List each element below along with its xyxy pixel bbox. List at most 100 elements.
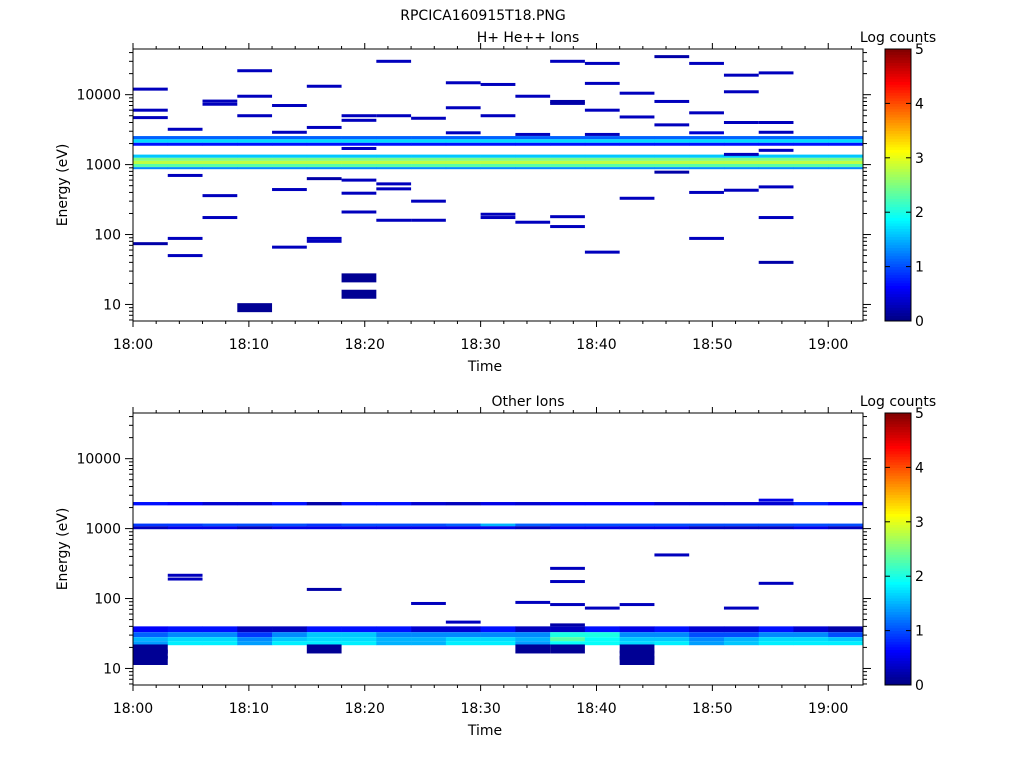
colorbar-segment xyxy=(885,592,911,596)
colorbar-segment xyxy=(885,168,911,172)
band-cell xyxy=(411,160,447,164)
band-cell xyxy=(793,136,829,140)
colorbar-segment xyxy=(885,296,911,300)
band-cell xyxy=(480,641,516,646)
colorbar-segment xyxy=(885,445,911,449)
data-cell xyxy=(306,587,342,591)
data-cell xyxy=(654,99,690,103)
band-cell xyxy=(480,502,516,506)
band-cell xyxy=(654,632,690,638)
colorbar-segment xyxy=(885,646,911,651)
data-cell xyxy=(758,185,794,189)
colorbar-segment xyxy=(885,225,911,229)
colorbar-segment xyxy=(885,570,911,574)
data-cell xyxy=(758,498,794,502)
band-cell xyxy=(376,160,412,164)
band-cell xyxy=(167,626,203,633)
colorbar-segment xyxy=(885,527,911,531)
data-cell xyxy=(376,187,412,191)
panel-title: H+ He++ Ions xyxy=(477,30,580,46)
band-cell xyxy=(306,167,342,170)
colorbar-tick-label: 5 xyxy=(915,406,924,422)
band-cell xyxy=(167,157,203,161)
band-cell xyxy=(411,164,447,168)
band-cell xyxy=(619,641,655,646)
band-cell xyxy=(689,142,725,146)
data-cell xyxy=(133,649,168,659)
band-cell xyxy=(723,167,760,170)
band-cell xyxy=(445,136,481,140)
band-cell xyxy=(828,136,864,140)
band-cell xyxy=(828,142,864,146)
band-cell xyxy=(689,637,725,642)
colorbar-segment xyxy=(885,133,911,137)
colorbar-segment xyxy=(885,502,911,506)
y-tick-label: 10000 xyxy=(76,88,121,104)
band-cell xyxy=(376,523,412,527)
colorbar-segment xyxy=(885,149,911,153)
x-tick-label: 18:40 xyxy=(576,337,616,353)
band-cell xyxy=(689,136,725,140)
colorbar-segment xyxy=(885,89,911,93)
colorbar-segment xyxy=(885,92,911,96)
band-cell xyxy=(550,626,586,633)
band-cell xyxy=(619,167,655,170)
x-tick-label: 18:50 xyxy=(692,337,732,353)
band-cell xyxy=(202,523,238,527)
band-cell xyxy=(550,167,586,170)
data-cell xyxy=(341,114,377,118)
colorbar-segment xyxy=(885,95,911,99)
band-cell xyxy=(133,526,169,530)
band-cell xyxy=(445,154,481,158)
band-cell xyxy=(758,167,794,170)
colorbar-segment xyxy=(885,198,911,202)
data-cell xyxy=(411,116,446,120)
band-cell xyxy=(793,526,829,530)
x-tick-label: 18:10 xyxy=(229,337,269,353)
band-cell xyxy=(306,526,342,530)
colorbar-segment xyxy=(885,228,911,232)
data-cell xyxy=(167,577,203,581)
colorbar-segment xyxy=(885,190,911,194)
band-cell xyxy=(550,157,586,161)
data-cell xyxy=(654,123,690,127)
band-cell xyxy=(411,502,447,506)
band-cell xyxy=(202,641,238,646)
band-cell xyxy=(619,139,655,143)
colorbar-segment xyxy=(885,182,911,186)
data-cell xyxy=(723,188,759,192)
colorbar-segment xyxy=(885,269,911,273)
colorbar-segment xyxy=(885,266,911,270)
band-cell xyxy=(619,626,655,633)
band-cell xyxy=(133,632,169,638)
x-axis-label: Time xyxy=(467,723,502,739)
band-cell xyxy=(202,626,238,633)
band-cell xyxy=(689,157,725,161)
colorbar-segment xyxy=(885,472,911,476)
x-tick-label: 18:40 xyxy=(576,701,616,717)
panel-title: Other Ions xyxy=(491,394,564,410)
data-cell xyxy=(619,644,655,654)
colorbar-segment xyxy=(885,108,911,112)
colorbar-frame xyxy=(884,412,912,686)
colorbar-segment xyxy=(885,513,911,517)
band-cell xyxy=(480,167,516,170)
band-cell xyxy=(237,632,273,638)
x-tick-label: 18:20 xyxy=(345,701,385,717)
band-cell xyxy=(376,164,412,168)
band-cell xyxy=(793,142,829,146)
colorbar-segment xyxy=(885,679,911,683)
band-cell xyxy=(272,160,308,164)
band-cell xyxy=(306,523,342,527)
data-cell xyxy=(550,644,585,654)
colorbar-segment xyxy=(885,421,911,425)
colorbar-segment xyxy=(885,475,911,479)
band-cell xyxy=(480,157,516,161)
band-cell xyxy=(515,136,551,140)
band-cell xyxy=(445,164,481,168)
colorbar-segment xyxy=(885,489,911,493)
y-tick-label: 1000 xyxy=(85,158,121,174)
band-cell xyxy=(445,523,481,527)
colorbar-segment xyxy=(885,461,911,466)
band-cell xyxy=(341,136,377,140)
